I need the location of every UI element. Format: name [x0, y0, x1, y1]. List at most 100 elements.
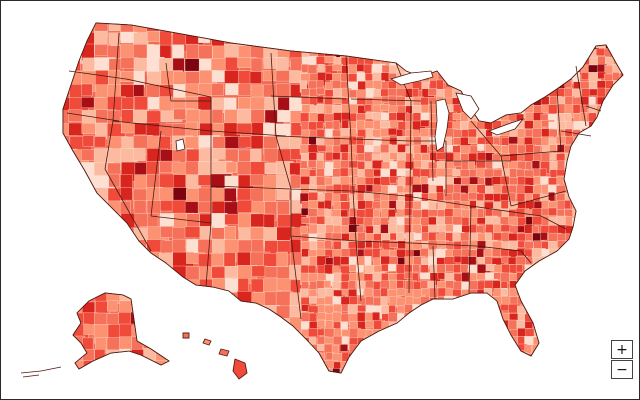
county-cell: [485, 360, 498, 372]
county-cell: [251, 23, 274, 41]
county-cell: [613, 273, 622, 288]
county-cell: [308, 360, 323, 370]
county-cell: [564, 289, 576, 301]
county-cell: [596, 297, 610, 310]
county-cell: [468, 377, 475, 388]
county-cell: [629, 265, 638, 272]
county-cell: [460, 312, 473, 326]
county-cell: [588, 303, 596, 314]
county-cell: [548, 368, 562, 373]
county-cell: [523, 48, 532, 61]
county-cell: [428, 361, 437, 372]
county-cell: [630, 248, 639, 257]
lake-superior: [390, 70, 434, 86]
county-cell: [541, 352, 553, 361]
county-cell: [356, 377, 368, 384]
county-cell: [564, 344, 576, 355]
county-cell: [629, 136, 639, 143]
county-cell: [573, 248, 586, 256]
county-cell: [453, 369, 467, 373]
county-cell: [413, 328, 425, 339]
county-cell: [403, 320, 415, 330]
county-cell: [348, 256, 358, 265]
county-cell: [316, 121, 324, 129]
county-cell: [612, 313, 623, 322]
county-cell: [82, 252, 94, 273]
county-cell: [620, 127, 623, 138]
county-cell: [605, 272, 618, 283]
county-cell: [316, 40, 330, 48]
county-cell: [589, 352, 598, 360]
county-cell: [120, 265, 135, 287]
county-cell: [332, 368, 341, 373]
county-cell: [332, 311, 342, 323]
county-cell: [571, 289, 585, 298]
county-cell: [548, 272, 559, 285]
county-cell: [579, 305, 592, 318]
county-cell: [444, 353, 456, 361]
county-cell: [501, 336, 512, 348]
county-cell: [251, 318, 266, 330]
county-cell: [436, 361, 450, 370]
county-cell: [603, 168, 616, 177]
county-cell: [508, 319, 517, 331]
county-cell: [420, 49, 434, 62]
county-cell: [573, 137, 585, 146]
county-cell: [363, 63, 372, 76]
county-cell: [589, 185, 599, 199]
county-cell: [588, 336, 601, 346]
county-cell: [580, 216, 593, 227]
county-cell: [548, 265, 561, 274]
county-cell: [540, 72, 551, 81]
county-cell: [397, 361, 409, 373]
county-cell: [404, 312, 414, 324]
county-cell: [540, 272, 554, 282]
county-cell: [588, 136, 596, 145]
county-cell: [501, 72, 512, 81]
county-cell: [364, 177, 374, 185]
county-cell: [579, 112, 588, 122]
county-cell: [613, 297, 623, 306]
county-cell: [508, 64, 520, 74]
county-cell: [581, 378, 594, 387]
county-cell: [396, 96, 406, 107]
county-cell: [397, 41, 408, 50]
zoom-in-button[interactable]: +: [611, 340, 633, 359]
county-cell: [134, 291, 153, 307]
county-cell: [541, 207, 550, 216]
county-cell: [621, 112, 623, 124]
county-cell: [357, 337, 368, 349]
county-cell: [524, 65, 536, 77]
county-cell: [146, 305, 165, 317]
county-cell: [289, 343, 304, 363]
county-cell: [477, 345, 485, 358]
county-cell: [628, 144, 639, 152]
county-cell: [630, 242, 638, 249]
county-cell: [275, 370, 288, 373]
county-cell: [612, 201, 623, 213]
county-cell: [612, 257, 621, 266]
county-cell: [380, 329, 390, 339]
county-cell: [444, 304, 453, 314]
county-cell: [429, 352, 442, 360]
county-cell: [120, 252, 133, 272]
county-cell: [620, 200, 623, 214]
county-cell: [63, 330, 70, 349]
county-cell: [557, 289, 567, 298]
zoom-out-button[interactable]: −: [611, 360, 633, 379]
county-cell: [540, 40, 548, 51]
county-cell: [581, 344, 593, 359]
lake-erie: [487, 118, 525, 136]
county-cell: [405, 327, 415, 339]
county-cell: [579, 336, 591, 344]
county-cell: [428, 49, 439, 57]
county-cell: [453, 313, 466, 327]
county-cell: [172, 44, 185, 61]
county-cell: [588, 296, 597, 304]
county-cell: [613, 287, 623, 295]
county-cell: [428, 313, 442, 322]
county-cell: [364, 360, 376, 373]
county-cell: [541, 360, 549, 373]
